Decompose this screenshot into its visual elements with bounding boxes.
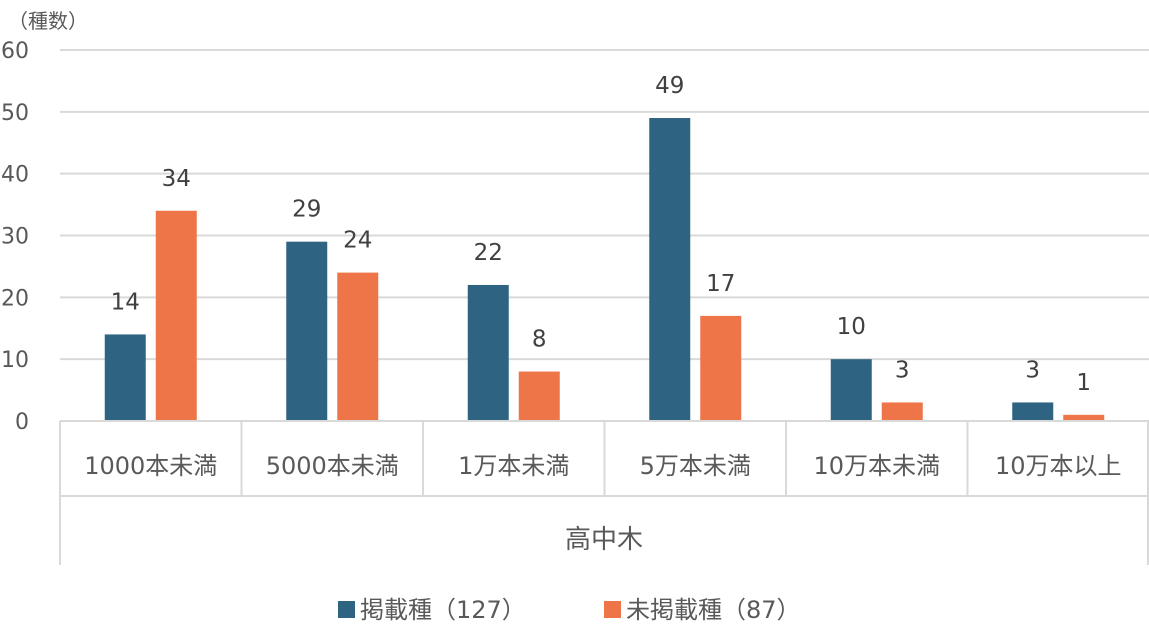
y-tick-label: 40 [1,163,29,188]
category-group-label: 高中木 [565,525,643,555]
data-label: 17 [706,271,735,297]
bar [881,402,923,421]
x-tick-label: 10万本以上 [995,452,1122,480]
x-axis: 1000本未満 5000本未満 1万本未満 5万本未満 10万本未満 10万本以上 [59,420,1149,565]
data-label: 24 [343,228,372,254]
legend-label: 未掲載種（87） [626,596,801,624]
legend: 掲載種（127） 未掲載種（87） [338,596,801,624]
y-tick-label: 20 [1,286,29,311]
data-labels: 14 29 22 49 10 3 34 24 8 17 3 1 [111,73,1091,396]
data-label: 49 [655,73,684,99]
x-tick-label: 1000本未満 [84,452,217,480]
y-tick-label: 10 [1,348,29,373]
x-tick-label: 1万本未満 [458,452,569,480]
bar [649,118,691,422]
data-label: 10 [837,314,866,340]
bar [337,272,379,421]
bar [700,315,742,421]
y-tick-label: 0 [15,410,29,435]
x-tick-label: 5万本未満 [640,452,751,480]
x-tick-label: 10万本未満 [813,452,940,480]
bar [518,371,560,421]
bars [104,118,1105,422]
legend-label: 掲載種（127） [360,596,526,624]
bar [830,359,872,421]
bar [1063,414,1105,421]
data-label: 14 [111,289,140,315]
y-tick-label: 50 [1,101,29,126]
y-tick-label: 30 [1,225,29,250]
data-label: 34 [162,166,191,192]
y-tick-label: 60 [1,39,29,64]
bar [155,210,197,421]
data-label: 29 [292,197,321,223]
bar [286,241,328,421]
x-tick-label: 5000本未満 [266,452,399,480]
data-label: 8 [532,327,547,353]
data-label: 1 [1076,370,1091,396]
data-label: 3 [895,357,910,383]
bar [104,334,146,421]
bar [467,284,509,421]
data-label: 22 [474,240,503,266]
data-label: 3 [1025,357,1040,383]
y-axis-unit-label: （種数） [8,9,88,33]
gridlines [60,49,1149,361]
bar [1012,402,1054,421]
legend-swatch [338,601,355,618]
y-axis-ticks: 0 10 20 30 40 50 60 [1,39,29,435]
legend-swatch [604,601,621,618]
